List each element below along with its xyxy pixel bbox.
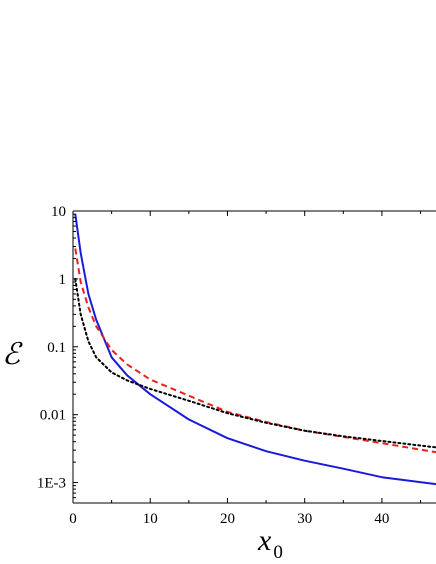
series-layer — [74, 213, 436, 486]
y-tick-label: 0.01 — [40, 408, 66, 424]
plot-area: 0 10 20 30 40 1E-3 0.01 0.1 1 10 — [37, 204, 436, 527]
series-line-dashed — [74, 248, 436, 454]
x-tick-label: 20 — [220, 511, 235, 527]
y-tick-label: 1E-3 — [37, 476, 66, 492]
x-tick-label: 0 — [69, 511, 77, 527]
y-tick-label: 10 — [51, 204, 66, 220]
x-tick-label: 30 — [297, 511, 312, 527]
y-tick-label: 0.1 — [47, 340, 66, 356]
x-tick-label: 40 — [374, 511, 389, 527]
x-tick-label: 10 — [143, 511, 158, 527]
series-line-dotted — [74, 277, 436, 449]
x-axis-label-subscript: 0 — [273, 542, 283, 563]
series-line-solid — [74, 213, 436, 486]
ticks-layer: 0 10 20 30 40 1E-3 0.01 0.1 1 10 — [37, 204, 422, 527]
x-axis-label-main: x — [257, 524, 272, 557]
y-axis-label: ℰ — [2, 338, 23, 371]
y-tick-label: 1 — [59, 272, 67, 288]
